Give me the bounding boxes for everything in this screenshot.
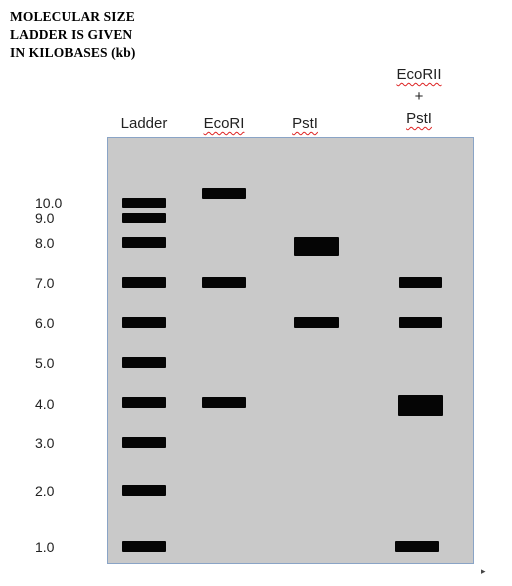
psti-band-8kb — [294, 237, 339, 256]
size-label-9: 9.0 — [35, 210, 54, 226]
lane-label-ladder: Ladder — [121, 115, 168, 132]
ecorii-psti-band-1kb — [395, 541, 439, 552]
gel — [107, 137, 474, 564]
ecorii-psti-band-4kb — [398, 395, 443, 416]
lane-label-ecorii: EcoRII — [396, 66, 441, 83]
ladder-band-4kb — [122, 397, 166, 408]
ladder-band-5kb — [122, 357, 166, 368]
size-label-3: 3.0 — [35, 435, 54, 451]
title-line-1: MOLECULAR SIZE — [10, 9, 135, 25]
size-label-10: 10.0 — [35, 195, 62, 211]
ladder-band-9kb — [122, 213, 166, 223]
lane-label-psti: PstI — [292, 115, 318, 132]
size-label-1: 1.0 — [35, 539, 54, 555]
size-label-8: 8.0 — [35, 235, 54, 251]
ladder-band-8kb — [122, 237, 166, 248]
size-label-5: 5.0 — [35, 355, 54, 371]
corner-mark: ▸ — [481, 566, 486, 577]
ladder-band-1kb — [122, 541, 166, 552]
size-label-7: 7.0 — [35, 275, 54, 291]
ecorii-psti-band-6kb — [399, 317, 442, 328]
ladder-band-10kb — [122, 198, 166, 208]
ecori-band-4kb — [202, 397, 246, 408]
lane-label-plus: + — [415, 88, 424, 105]
size-label-4: 4.0 — [35, 396, 54, 412]
ladder-band-3kb — [122, 437, 166, 448]
title-line-2: LADDER IS GIVEN — [10, 27, 132, 43]
size-label-6: 6.0 — [35, 315, 54, 331]
ecorii-psti-band-7kb — [399, 277, 442, 288]
size-label-2: 2.0 — [35, 483, 54, 499]
ladder-band-6kb — [122, 317, 166, 328]
title-line-3: IN KILOBASES (kb) — [10, 45, 136, 61]
lane-label-psti-combined: PstI — [406, 110, 432, 127]
ladder-band-2kb — [122, 485, 166, 496]
ecori-band-top — [202, 188, 246, 199]
ladder-band-7kb — [122, 277, 166, 288]
ecori-band-7kb — [202, 277, 246, 288]
lane-label-ecori: EcoRI — [204, 115, 245, 132]
psti-band-6kb — [294, 317, 339, 328]
